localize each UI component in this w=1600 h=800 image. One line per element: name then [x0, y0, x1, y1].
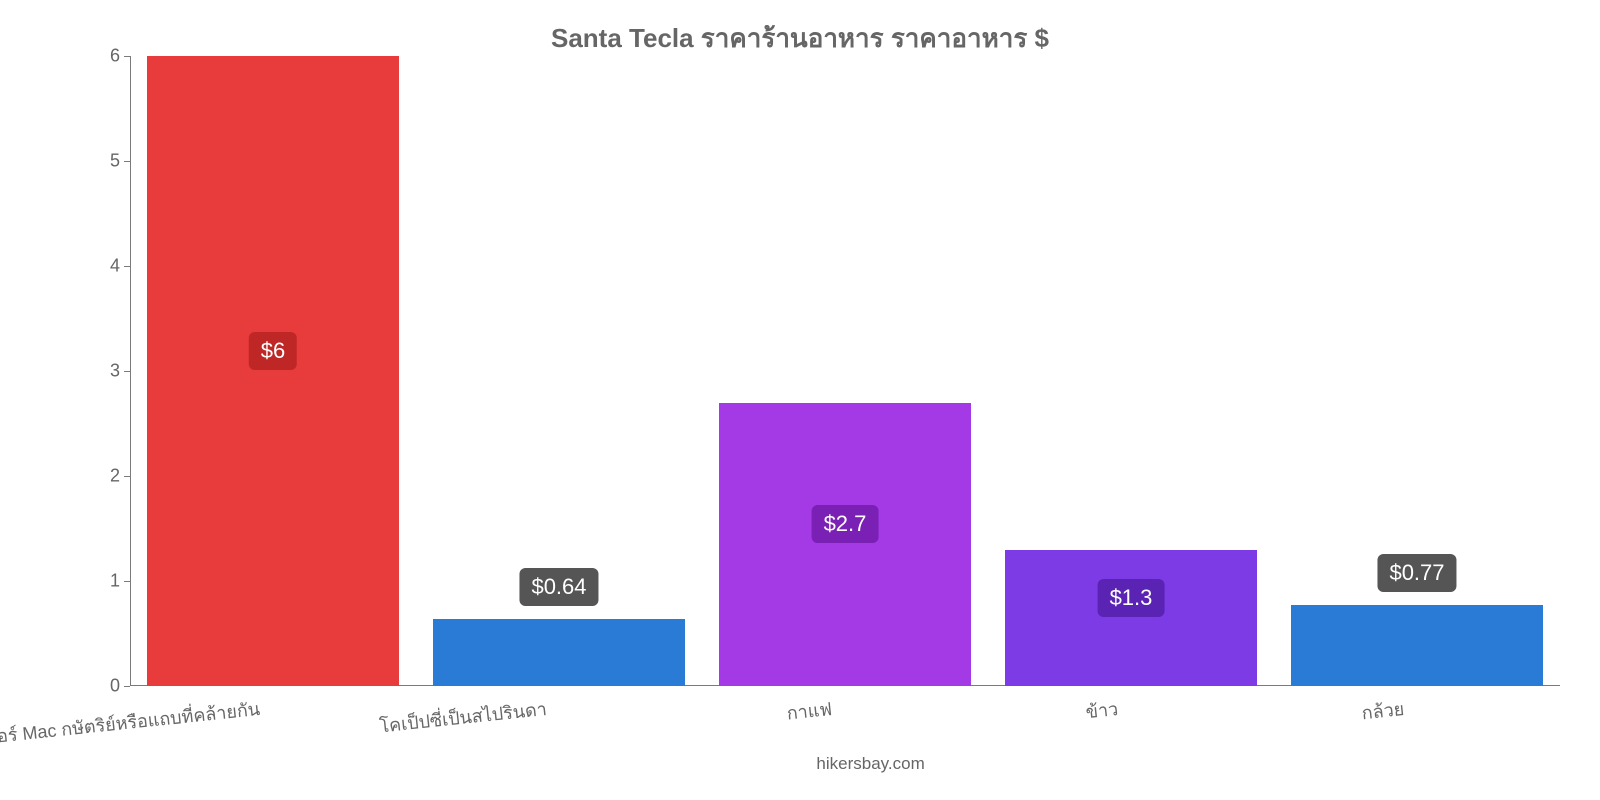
bar: $0.64	[433, 619, 685, 686]
y-tick-mark	[124, 56, 130, 57]
x-category-label: กาแฟ	[786, 694, 834, 728]
price-bar-chart: Santa Tecla ราคาร้านอาหาร ราคาอาหาร $ 01…	[0, 0, 1600, 800]
bar: $2.7	[719, 403, 971, 687]
plot-area: 0123456$6เบอร์เกอร์ Mac กษัตริย์หรือแถบท…	[130, 56, 1560, 686]
y-tick-mark	[124, 371, 130, 372]
bar-value-badge: $6	[249, 332, 297, 370]
y-axis-line	[130, 56, 131, 686]
x-category-label: เบอร์เกอร์ Mac กษัตริย์หรือแถบที่คล้ายกั…	[0, 694, 262, 756]
y-tick-mark	[124, 266, 130, 267]
bar: $6	[147, 56, 399, 686]
x-category-label: โคเป็ปซี่เป็นสไปรินดา	[378, 694, 548, 740]
bar-value-badge: $0.64	[519, 568, 598, 606]
bar-value-badge: $1.3	[1098, 579, 1165, 617]
attribution-text: hikersbay.com	[816, 754, 924, 774]
chart-title: Santa Tecla ราคาร้านอาหาร ราคาอาหาร $	[0, 18, 1600, 59]
y-tick-mark	[124, 686, 130, 687]
y-tick-mark	[124, 581, 130, 582]
y-tick-mark	[124, 476, 130, 477]
bar-value-badge: $2.7	[812, 505, 879, 543]
x-category-label: ข้าว	[1084, 694, 1119, 726]
bar: $1.3	[1005, 550, 1257, 687]
x-category-label: กล้วย	[1360, 694, 1405, 727]
bar-value-badge: $0.77	[1377, 554, 1456, 592]
y-tick-mark	[124, 161, 130, 162]
bar: $0.77	[1291, 605, 1543, 686]
